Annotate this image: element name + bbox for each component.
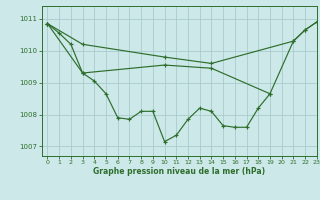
X-axis label: Graphe pression niveau de la mer (hPa): Graphe pression niveau de la mer (hPa) — [93, 167, 265, 176]
